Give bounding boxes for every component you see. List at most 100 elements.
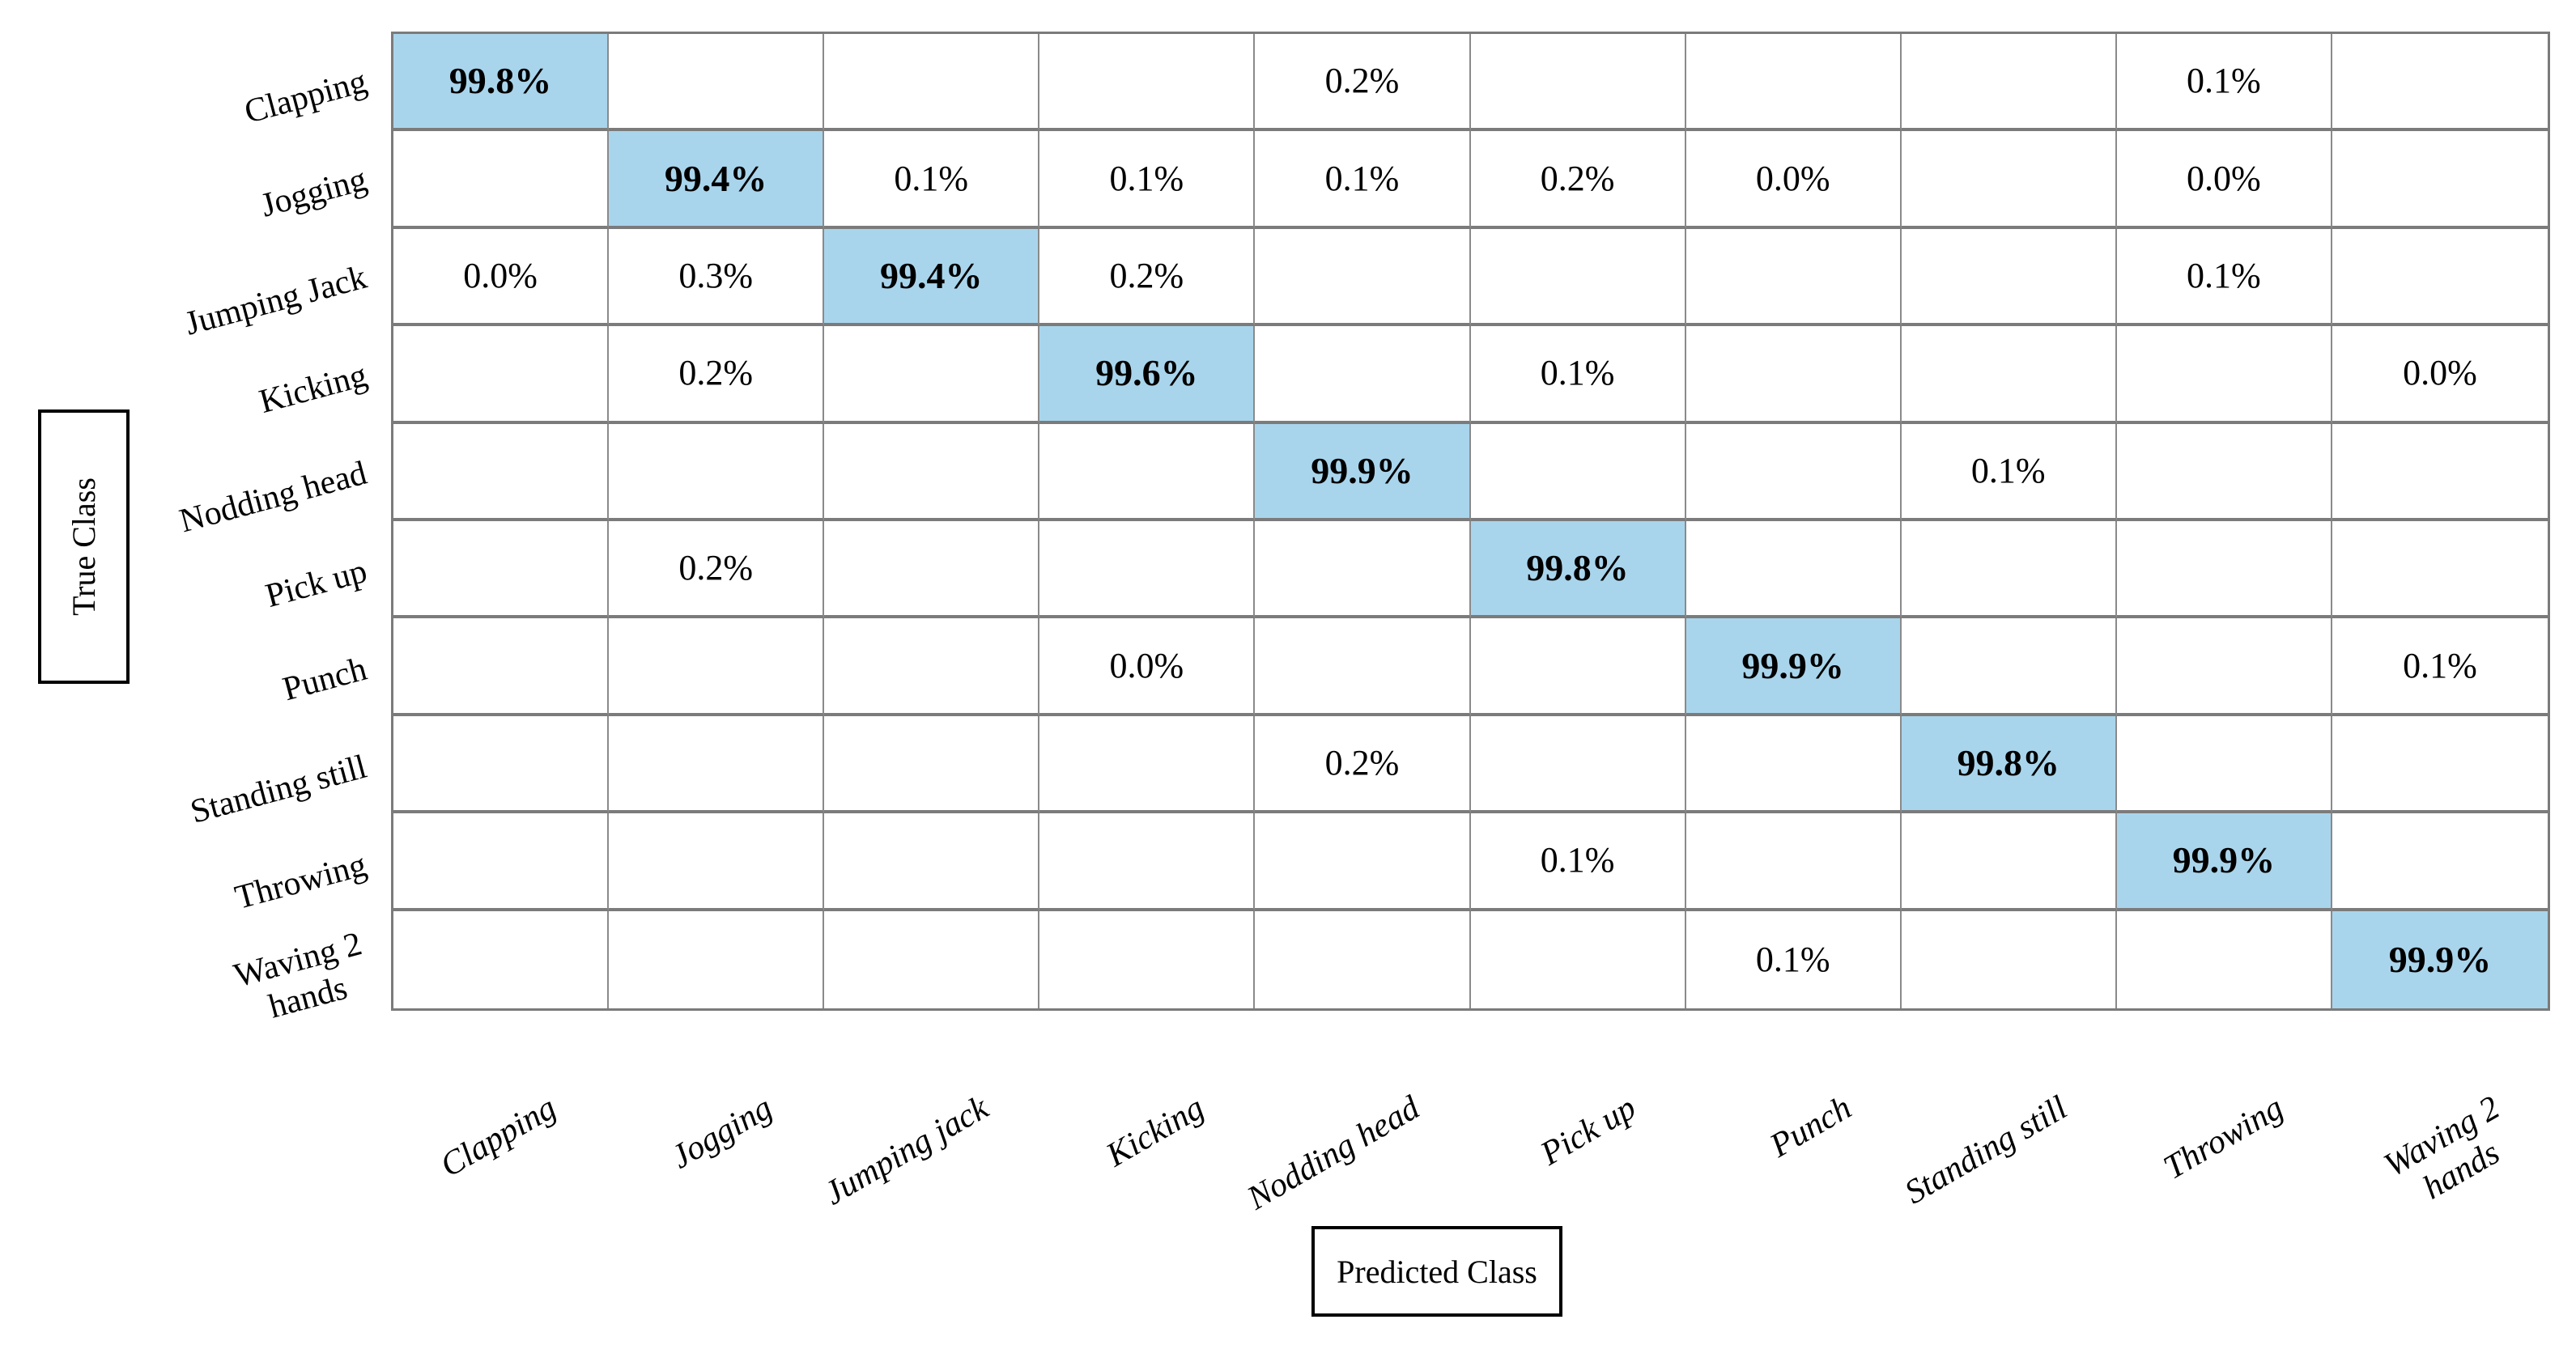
row-label: Nodding head bbox=[176, 454, 371, 540]
matrix-cell: 0.1% bbox=[1470, 813, 1686, 911]
matrix-cell bbox=[2116, 521, 2332, 619]
matrix-cell bbox=[1901, 131, 2117, 229]
matrix-cell bbox=[1255, 326, 1471, 424]
matrix-cell: 0.2% bbox=[1255, 34, 1471, 132]
matrix-cell bbox=[1685, 326, 1902, 424]
matrix-cell bbox=[1685, 34, 1902, 132]
matrix-cell bbox=[1255, 910, 1471, 1008]
matrix-cell bbox=[393, 715, 610, 814]
matrix-cell-diagonal: 99.9% bbox=[2116, 813, 2332, 911]
row-label: Waving 2 hands bbox=[230, 924, 366, 1026]
matrix-cell bbox=[1901, 228, 2117, 327]
matrix-cell-diagonal: 99.9% bbox=[1255, 423, 1471, 521]
matrix-cell: 0.2% bbox=[609, 521, 825, 619]
matrix-cell bbox=[2332, 131, 2548, 229]
matrix-cell: 0.1% bbox=[2116, 228, 2332, 327]
matrix-cell bbox=[609, 813, 825, 911]
matrix-cell bbox=[393, 423, 610, 521]
matrix-cell bbox=[609, 423, 825, 521]
matrix-cell: 0.1% bbox=[2116, 34, 2332, 132]
matrix-cell-diagonal: 99.8% bbox=[393, 34, 610, 132]
matrix-cell: 0.0% bbox=[393, 228, 610, 327]
matrix-cell bbox=[1470, 618, 1686, 716]
matrix-cell-diagonal: 99.8% bbox=[1470, 521, 1686, 619]
matrix-cell bbox=[1470, 228, 1686, 327]
col-label: Pick up bbox=[1534, 1088, 1643, 1173]
matrix-cell bbox=[2332, 715, 2548, 814]
row-label: Standing still bbox=[186, 748, 371, 831]
true-class-axis-label: True Class bbox=[66, 477, 102, 616]
matrix-cell bbox=[1039, 813, 1256, 911]
matrix-cell bbox=[1685, 423, 1902, 521]
matrix-cell bbox=[2116, 910, 2332, 1008]
col-label: Clapping bbox=[434, 1088, 563, 1185]
matrix-cell bbox=[2332, 813, 2548, 911]
matrix-cell bbox=[1470, 34, 1686, 132]
matrix-cell bbox=[1901, 618, 2117, 716]
col-label: Kicking bbox=[1099, 1088, 1210, 1175]
matrix-cell bbox=[1901, 910, 2117, 1008]
matrix-cell bbox=[1255, 228, 1471, 327]
matrix-cell: 0.1% bbox=[1901, 423, 2117, 521]
matrix-cell bbox=[1039, 521, 1256, 619]
matrix-cell bbox=[1255, 521, 1471, 619]
matrix-cell bbox=[1039, 910, 1256, 1008]
matrix-cell bbox=[1901, 813, 2117, 911]
col-label: Nodding head bbox=[1241, 1088, 1426, 1218]
matrix-cell bbox=[1685, 521, 1902, 619]
row-label: Pick up bbox=[261, 552, 371, 615]
matrix-cell: 0.0% bbox=[2116, 131, 2332, 229]
matrix-cell: 0.1% bbox=[824, 131, 1040, 229]
matrix-cell bbox=[1255, 618, 1471, 716]
matrix-cell bbox=[609, 618, 825, 716]
matrix-cell: 0.0% bbox=[1685, 131, 1902, 229]
matrix-cell bbox=[1039, 715, 1256, 814]
matrix-cell bbox=[2332, 34, 2548, 132]
matrix-cell bbox=[1901, 34, 2117, 132]
matrix-cell bbox=[824, 521, 1040, 619]
matrix-cell-diagonal: 99.8% bbox=[1901, 715, 2117, 814]
matrix-cell bbox=[609, 34, 825, 132]
matrix-cell: 0.1% bbox=[2332, 618, 2548, 716]
matrix-cell bbox=[1901, 521, 2117, 619]
predicted-class-axis-box: Predicted Class bbox=[1311, 1226, 1562, 1317]
row-label: Throwing bbox=[231, 846, 371, 917]
matrix-cell bbox=[393, 618, 610, 716]
matrix-cell bbox=[1685, 813, 1902, 911]
matrix-cell bbox=[609, 910, 825, 1008]
matrix-cell-diagonal: 99.9% bbox=[1685, 618, 1902, 716]
matrix-cell bbox=[824, 813, 1040, 911]
matrix-cell bbox=[1685, 715, 1902, 814]
row-label: Jumping Jack bbox=[181, 258, 371, 343]
row-label: Kicking bbox=[255, 356, 371, 421]
matrix-cell bbox=[2116, 326, 2332, 424]
matrix-cell bbox=[609, 715, 825, 814]
matrix-cell bbox=[824, 34, 1040, 132]
col-label: Punch bbox=[1764, 1088, 1859, 1165]
matrix-cell bbox=[1470, 715, 1686, 814]
matrix-cell bbox=[824, 910, 1040, 1008]
matrix-cell bbox=[393, 326, 610, 424]
matrix-cell bbox=[393, 521, 610, 619]
matrix-cell bbox=[824, 326, 1040, 424]
matrix-cell-diagonal: 99.6% bbox=[1039, 326, 1256, 424]
row-label: Clapping bbox=[240, 62, 371, 131]
col-label: Standing still bbox=[1898, 1088, 2074, 1212]
matrix-cell: 0.3% bbox=[609, 228, 825, 327]
row-label: Punch bbox=[278, 650, 371, 708]
matrix-cell bbox=[1685, 228, 1902, 327]
matrix-cell: 0.2% bbox=[1039, 228, 1256, 327]
predicted-class-axis-label: Predicted Class bbox=[1337, 1253, 1537, 1290]
matrix-cell: 0.2% bbox=[609, 326, 825, 424]
matrix-cell: 0.2% bbox=[1470, 131, 1686, 229]
matrix-cell bbox=[2332, 423, 2548, 521]
matrix-cell bbox=[1255, 813, 1471, 911]
matrix-cell: 0.1% bbox=[1685, 910, 1902, 1008]
matrix-cell: 0.0% bbox=[2332, 326, 2548, 424]
matrix-cell bbox=[2116, 715, 2332, 814]
matrix-cell: 0.2% bbox=[1255, 715, 1471, 814]
matrix-cell bbox=[2332, 521, 2548, 619]
matrix-cell: 0.1% bbox=[1470, 326, 1686, 424]
col-label: Jogging bbox=[665, 1088, 779, 1177]
